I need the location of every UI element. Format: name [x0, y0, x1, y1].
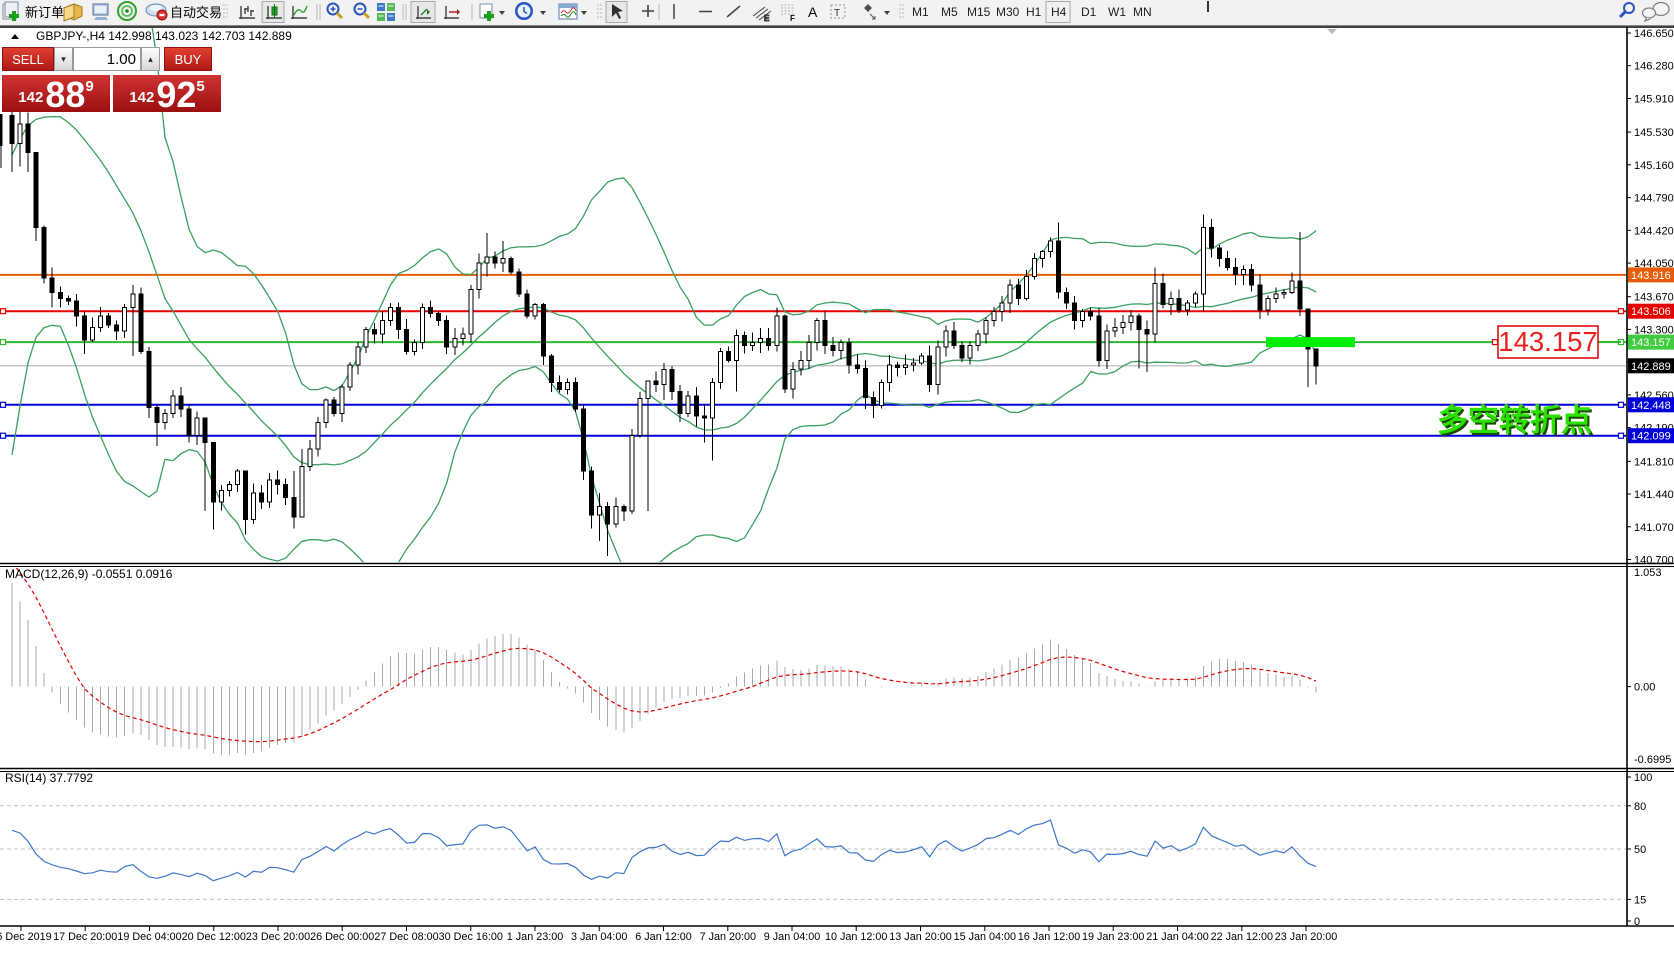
- svg-text:26 Dec 00:00: 26 Dec 00:00: [310, 931, 374, 943]
- svg-text:145.910: 145.910: [1634, 94, 1674, 106]
- svg-text:140.700: 140.700: [1634, 555, 1674, 567]
- svg-text:144.420: 144.420: [1634, 225, 1674, 237]
- svg-text:21 Jan 04:00: 21 Jan 04:00: [1146, 931, 1208, 943]
- svg-text:M15: M15: [967, 5, 991, 19]
- svg-text:A: A: [808, 4, 818, 20]
- svg-text:143.506: 143.506: [1631, 306, 1671, 318]
- svg-text:146.650: 146.650: [1634, 28, 1674, 40]
- svg-text:30 Dec 16:00: 30 Dec 16:00: [439, 931, 503, 943]
- svg-text:144.050: 144.050: [1634, 258, 1674, 270]
- svg-text:143.916: 143.916: [1631, 270, 1671, 282]
- svg-text:142.448: 142.448: [1631, 400, 1671, 412]
- svg-text:T: T: [834, 8, 840, 19]
- svg-text:142.889: 142.889: [1631, 361, 1671, 373]
- svg-text:144.790: 144.790: [1634, 193, 1674, 205]
- svg-text:MACD(12,26,9) -0.0551 0.0916: MACD(12,26,9) -0.0551 0.0916: [5, 567, 173, 581]
- svg-text:1.053: 1.053: [1634, 567, 1662, 579]
- svg-text:17 Dec 20:00: 17 Dec 20:00: [53, 931, 117, 943]
- svg-text:3 Jan 04:00: 3 Jan 04:00: [571, 931, 627, 943]
- svg-text:MN: MN: [1133, 5, 1152, 19]
- svg-text:141.810: 141.810: [1634, 456, 1674, 468]
- svg-text:W1: W1: [1108, 5, 1126, 19]
- svg-text:23 Jan 20:00: 23 Jan 20:00: [1275, 931, 1337, 943]
- svg-text:0.00: 0.00: [1634, 682, 1655, 694]
- svg-text:9 Jan 04:00: 9 Jan 04:00: [764, 931, 820, 943]
- svg-text:15: 15: [1634, 894, 1646, 906]
- svg-text:RSI(14) 37.7792: RSI(14) 37.7792: [5, 771, 93, 785]
- svg-text:19 Dec 04:00: 19 Dec 04:00: [117, 931, 181, 943]
- svg-text:16 Jan 12:00: 16 Jan 12:00: [1018, 931, 1080, 943]
- svg-text:0: 0: [1634, 916, 1640, 928]
- svg-text:19 Jan 23:00: 19 Jan 23:00: [1082, 931, 1144, 943]
- svg-text:145.160: 145.160: [1634, 160, 1674, 172]
- svg-text:GBPJPY-,H4 142.998 143.023 1: GBPJPY-,H4 142.998 143.023 142.703 142.8…: [36, 29, 292, 43]
- svg-text:23 Dec 20:00: 23 Dec 20:00: [246, 931, 310, 943]
- svg-text:多空转折点: 多空转折点: [1437, 403, 1592, 438]
- svg-text:22 Jan 12:00: 22 Jan 12:00: [1211, 931, 1273, 943]
- svg-text:145.530: 145.530: [1634, 127, 1674, 139]
- svg-text:1 Jan 23:00: 1 Jan 23:00: [507, 931, 563, 943]
- svg-text:H1: H1: [1026, 5, 1042, 19]
- svg-text:141.440: 141.440: [1634, 489, 1674, 501]
- svg-text:143.670: 143.670: [1634, 292, 1674, 304]
- svg-text:142.099: 142.099: [1631, 431, 1671, 443]
- svg-text:143.157: 143.157: [1631, 337, 1671, 349]
- svg-text:F: F: [790, 14, 795, 23]
- svg-text:100: 100: [1634, 772, 1652, 784]
- svg-text:143.300: 143.300: [1634, 324, 1674, 336]
- svg-text:M1: M1: [912, 5, 929, 19]
- svg-text:50: 50: [1634, 844, 1646, 856]
- svg-text:6 Jan 12:00: 6 Jan 12:00: [635, 931, 691, 943]
- svg-text:D1: D1: [1081, 5, 1097, 19]
- svg-text:20 Dec 12:00: 20 Dec 12:00: [182, 931, 246, 943]
- svg-text:13 Jan 20:00: 13 Jan 20:00: [889, 931, 951, 943]
- svg-text:10 Jan 12:00: 10 Jan 12:00: [825, 931, 887, 943]
- svg-text:自动交易: 自动交易: [170, 5, 222, 20]
- svg-text:146.280: 146.280: [1634, 61, 1674, 73]
- svg-text:27 Dec 08:00: 27 Dec 08:00: [374, 931, 438, 943]
- svg-text:M30: M30: [996, 5, 1020, 19]
- svg-text:7 Jan 20:00: 7 Jan 20:00: [700, 931, 756, 943]
- svg-text:16 Dec 2019: 16 Dec 2019: [0, 931, 52, 943]
- svg-text:M5: M5: [941, 5, 958, 19]
- svg-text:143.157: 143.157: [1498, 326, 1597, 357]
- svg-text:E: E: [764, 14, 770, 23]
- svg-text:15 Jan 04:00: 15 Jan 04:00: [954, 931, 1016, 943]
- svg-text:-0.6995: -0.6995: [1634, 754, 1671, 766]
- svg-text:141.070: 141.070: [1634, 522, 1674, 534]
- svg-text:新订单: 新订单: [25, 5, 64, 20]
- svg-text:H4: H4: [1051, 5, 1067, 19]
- svg-text:80: 80: [1634, 801, 1646, 813]
